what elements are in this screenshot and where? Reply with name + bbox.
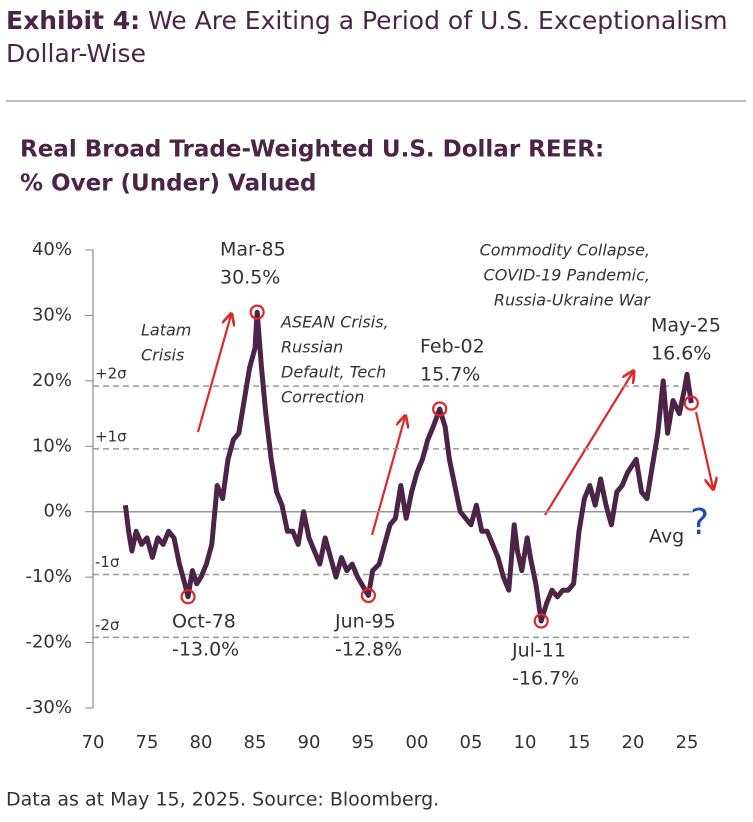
note: Russian xyxy=(281,338,343,357)
highlight-value: -13.0% xyxy=(172,639,239,661)
arrows xyxy=(196,315,713,536)
sigma-label: +1σ xyxy=(95,427,127,445)
x-tick-label: 20 xyxy=(622,732,645,753)
x-tick-label: 15 xyxy=(568,732,591,753)
arrow xyxy=(544,372,633,516)
x-tick-label: 90 xyxy=(298,732,321,753)
highlight-value: -12.8% xyxy=(335,639,402,661)
note: Commodity Collapse, xyxy=(480,241,650,260)
y-tick-label: -20% xyxy=(25,632,72,653)
y-tick-label: 40% xyxy=(32,239,72,260)
highlight-marker xyxy=(249,304,265,320)
sigma-label: -1σ xyxy=(95,553,120,571)
y-tick-label: -10% xyxy=(25,566,72,587)
x-tick-label: 85 xyxy=(244,732,267,753)
highlight-marker xyxy=(432,401,448,417)
highlight-marker xyxy=(360,587,376,604)
highlight-value: 30.5% xyxy=(220,267,280,289)
highlight-date: Jun-95 xyxy=(334,611,396,633)
highlight-date: May-25 xyxy=(651,315,721,337)
arrow xyxy=(694,411,713,488)
highlight-date: Jul-11 xyxy=(511,640,566,662)
sigma-label: -2σ xyxy=(95,616,120,634)
sigma-label: +2σ xyxy=(95,365,127,383)
x-tick-label: 95 xyxy=(352,732,375,753)
footer: Data as at May 15, 2025. Source: Bloombe… xyxy=(6,789,439,811)
title-line: Dollar-Wise xyxy=(6,39,146,68)
note: ASEAN Crisis, xyxy=(280,313,389,332)
chart-title: % Over (Under) Valued xyxy=(20,171,316,197)
highlight-date: Oct-78 xyxy=(172,611,236,633)
y-tick-label: 30% xyxy=(32,304,72,325)
highlight-value: 16.6% xyxy=(651,343,711,365)
x-tick-label: 75 xyxy=(136,732,159,753)
title-line: We Are Exiting a Period of U.S. Exceptio… xyxy=(148,6,728,35)
exhibit-title: Exhibit 4: We Are Exiting a Period of U.… xyxy=(6,6,728,68)
note: Correction xyxy=(281,388,364,407)
y-tick-label: 10% xyxy=(32,435,72,456)
arrow xyxy=(370,417,405,536)
exhibit-label: Exhibit 4: xyxy=(6,6,140,35)
note: Latam xyxy=(141,321,191,340)
note: Russia-Ukraine War xyxy=(494,291,652,310)
highlight-date: Mar-85 xyxy=(220,239,286,261)
highlight-value: -16.7% xyxy=(512,668,579,690)
chart-title: Real Broad Trade-Weighted U.S. Dollar RE… xyxy=(20,137,604,163)
y-tick-label: 20% xyxy=(32,370,72,391)
series-line xyxy=(122,309,694,624)
note: Crisis xyxy=(141,346,184,365)
arrow xyxy=(196,315,231,433)
avg-question: ? xyxy=(690,502,709,543)
x-tick-label: 80 xyxy=(190,732,213,753)
y-tick-label: 0% xyxy=(43,501,72,522)
avg-label: Avg xyxy=(649,526,684,548)
y-tick-label: -30% xyxy=(25,697,72,718)
x-tick-label: 05 xyxy=(460,732,483,753)
note: Default, Tech xyxy=(281,363,386,382)
highlight-marker xyxy=(180,589,196,605)
highlight-marker xyxy=(533,613,549,629)
note: COVID-19 Pandemic, xyxy=(484,266,650,285)
highlight-marker xyxy=(683,395,699,411)
x-tick-label: 25 xyxy=(676,732,699,753)
highlight-value: 15.7% xyxy=(420,364,480,386)
x-tick-label: 00 xyxy=(406,732,429,753)
highlight-date: Feb-02 xyxy=(420,336,485,358)
x-tick-label: 10 xyxy=(514,732,537,753)
x-tick-label: 70 xyxy=(82,732,105,753)
